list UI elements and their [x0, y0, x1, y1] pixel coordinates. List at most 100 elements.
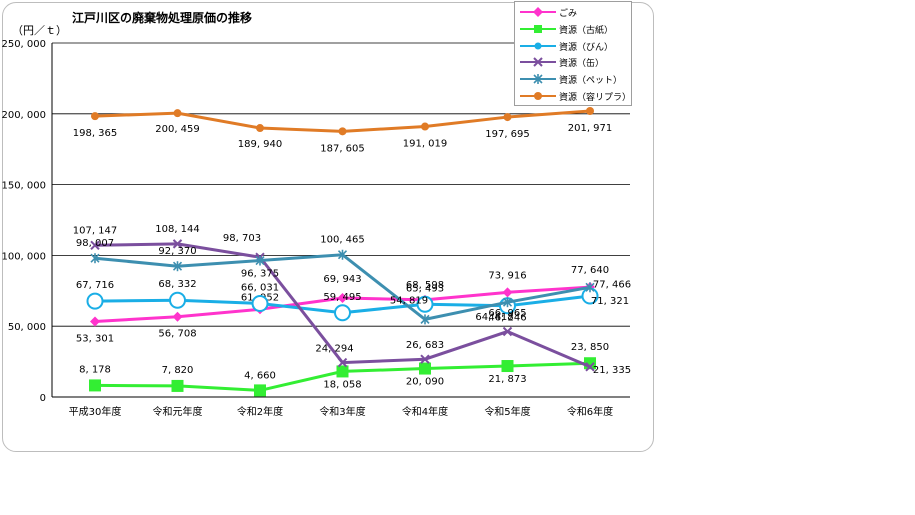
y-tick-label: 0: [40, 393, 46, 404]
data-label: 65, 493: [406, 283, 444, 294]
legend-item: 資源（缶）: [515, 54, 631, 70]
legend-label: 資源（ペット）: [559, 76, 623, 87]
series-4: 107, 147 108, 144 98, 703 24, 294 26, 683 46,…: [73, 224, 631, 376]
data-label: 66, 965: [488, 308, 526, 319]
legend-item: 資源（びん）: [515, 38, 631, 54]
data-label: 198, 365: [73, 128, 118, 139]
data-label: 54, 819: [390, 295, 428, 306]
data-point: [586, 107, 594, 116]
data-label: 96, 375: [241, 269, 279, 280]
x-tick-label: 令和4年度: [402, 405, 448, 418]
data-label: 8, 178: [79, 364, 111, 375]
legend-label: 資源（容リプラ）: [559, 93, 632, 103]
data-label: 69, 943: [323, 274, 361, 285]
legend-swatch-marker: [534, 24, 542, 33]
data-label: 98, 703: [223, 233, 261, 244]
chart-legend: ごみ 資源（古紙） 資源（びん） 資源（缶） 資源（ペット） 資源（容リプラ）: [514, 1, 632, 106]
legend-label: 資源（缶）: [559, 59, 605, 70]
legend-swatch-marker: [533, 57, 543, 68]
data-point: [338, 127, 347, 136]
data-label: 20, 090: [406, 377, 444, 388]
data-label: 189, 940: [238, 139, 283, 150]
legend-swatch: [520, 7, 556, 17]
y-tick-label: 250, 000: [1, 39, 46, 50]
data-label: 187, 605: [320, 143, 365, 154]
data-label: 26, 683: [406, 340, 444, 351]
legend-swatch: [520, 42, 556, 50]
x-tick-label: 令和3年度: [319, 405, 365, 418]
data-label: 4, 660: [244, 370, 276, 381]
data-label: 67, 716: [76, 280, 114, 291]
data-point: [254, 384, 266, 397]
data-label: 68, 598: [406, 280, 444, 291]
data-point: [89, 379, 101, 392]
y-tick-label: 150, 000: [1, 181, 46, 192]
data-point: [173, 109, 182, 118]
data-point: [337, 249, 348, 260]
data-label: 77, 466: [593, 279, 631, 290]
data-point: [90, 253, 100, 264]
data-label: 77, 640: [571, 265, 609, 276]
legend-swatch: [520, 74, 556, 85]
legend-swatch-marker: [534, 42, 542, 50]
data-label: 21, 873: [488, 374, 526, 385]
data-label: 73, 916: [488, 270, 526, 281]
data-point-stroke: [420, 354, 430, 364]
data-point: [336, 365, 349, 378]
x-tick-label: 令和5年度: [484, 405, 530, 418]
y-axis-unit-label: （円／ｔ）: [12, 24, 67, 37]
data-label: 98, 007: [76, 238, 114, 249]
data-point: [502, 297, 513, 308]
data-label: 59, 495: [323, 292, 361, 303]
data-point: [420, 314, 430, 325]
x-tick-label: 令和6年度: [567, 405, 613, 418]
data-point-stroke: [172, 239, 183, 249]
series-2: 8, 178 7, 820 4, 660 18, 058 20, 090 21, 873 2…: [79, 342, 609, 397]
x-tick-label: 令和2年度: [237, 405, 283, 418]
data-label: 7, 820: [162, 365, 194, 376]
data-point: [171, 379, 184, 392]
data-label: 18, 058: [323, 379, 361, 390]
data-label: 108, 144: [155, 224, 200, 235]
data-point: [91, 112, 99, 121]
data-point: [337, 292, 348, 303]
data-point: [172, 261, 183, 272]
data-point: [585, 282, 595, 293]
legend-swatch-marker: [534, 92, 542, 100]
data-label: 68, 332: [158, 279, 196, 290]
data-label: 191, 019: [403, 139, 448, 150]
data-label: 66, 031: [241, 283, 279, 294]
data-point: [503, 113, 512, 122]
data-label: 100, 465: [320, 235, 365, 246]
data-label: 197, 695: [485, 129, 530, 140]
data-label: 56, 708: [158, 329, 196, 340]
data-point: [172, 239, 183, 249]
y-tick-label: 100, 000: [1, 251, 46, 262]
data-point: [416, 295, 434, 313]
legend-swatch: [520, 92, 556, 100]
data-label: 71, 321: [591, 296, 629, 307]
data-point: [502, 326, 513, 337]
data-label: 201, 971: [568, 123, 613, 134]
legend-item: 資源（ペット）: [515, 71, 631, 87]
legend-swatch-marker: [533, 7, 543, 17]
series-3: 67, 716 68, 332 66, 031 59, 495 65, 493 64, 4…: [76, 279, 629, 323]
data-point: [421, 122, 429, 131]
data-label: 24, 294: [315, 344, 353, 355]
data-point: [251, 295, 269, 313]
legend-label: 資源（びん）: [559, 42, 614, 53]
legend-swatch: [520, 57, 556, 68]
legend-swatch-marker: [533, 74, 543, 85]
legend-swatch: [520, 24, 556, 33]
data-point: [172, 311, 183, 322]
data-label: 200, 459: [155, 124, 200, 135]
data-point-stroke: [585, 362, 595, 372]
legend-item: 資源（容リプラ）: [515, 88, 631, 104]
data-point: [90, 240, 100, 250]
data-point: [337, 357, 348, 368]
data-point: [585, 362, 595, 372]
data-point: [86, 292, 104, 310]
data-point-stroke: [533, 57, 543, 68]
data-label: 64, 418: [475, 312, 513, 323]
